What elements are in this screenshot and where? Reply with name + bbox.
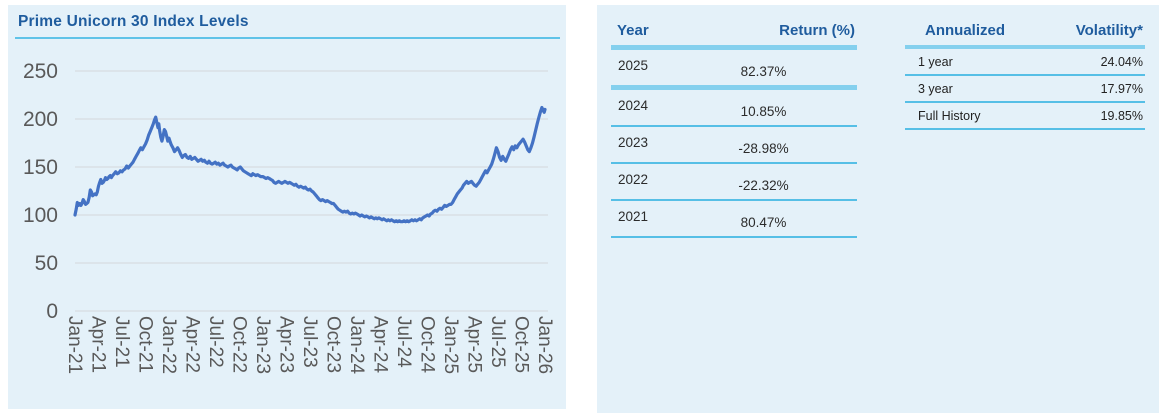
row-separator <box>611 199 857 201</box>
row-separator <box>611 236 857 238</box>
row-separator <box>611 162 857 164</box>
return-cell: -28.98% <box>738 141 789 156</box>
y-axis-tick-label: 0 <box>46 300 58 323</box>
x-axis-tick-label: Jul-22 <box>205 316 226 368</box>
x-axis-tick-label: Oct-21 <box>135 316 156 373</box>
year-cell: 2022 <box>618 172 649 187</box>
returns-table-row: 2022 -22.32% <box>611 164 857 199</box>
period-cell: 3 year <box>918 81 953 96</box>
index-level-line-series <box>73 105 547 224</box>
title-underline <box>15 37 560 39</box>
x-axis-tick-label: Apr-21 <box>88 316 109 373</box>
row-separator <box>905 74 1145 76</box>
x-axis-tick-label: Jul-25 <box>487 316 508 368</box>
y-axis-tick-label: 50 <box>35 252 58 275</box>
volatility-table: Annualized Volatility* 1 year 24.04% 3 yea… <box>905 15 1145 130</box>
return-cell: 80.47% <box>740 215 787 230</box>
value-cell: 24.04% <box>1100 54 1143 69</box>
x-axis-tick-label: Jan-22 <box>158 316 179 374</box>
volatility-header-separator <box>905 45 1145 49</box>
year-cell: 2021 <box>618 209 649 224</box>
x-axis-tick-label: Jan-24 <box>346 316 367 375</box>
volatility-table-header: Annualized Volatility* <box>905 15 1145 45</box>
return-cell: 10.85% <box>740 104 787 119</box>
volatility-header-volatility: Volatility* <box>1075 22 1143 39</box>
x-axis-tick-label: Apr-22 <box>182 316 203 373</box>
volatility-table-row: Full History 19.85% <box>905 103 1145 128</box>
x-axis-tick-label: Oct-25 <box>511 316 532 373</box>
x-axis-tick-label: Jul-23 <box>299 316 320 368</box>
x-axis-tick-label: Apr-24 <box>370 316 391 373</box>
x-axis-tick-label: Jan-21 <box>64 316 85 374</box>
annual-returns-table: Year Return (%) 2025 82.37% 2024 10.85% 2023… <box>611 15 857 238</box>
x-axis-tick-label: Oct-23 <box>323 316 344 373</box>
x-axis-tick-label: Oct-24 <box>417 316 438 373</box>
chart-title: Prime Unicorn 30 Index Levels <box>18 13 249 30</box>
value-cell: 17.97% <box>1100 81 1143 96</box>
y-axis-tick-label: 200 <box>23 108 58 131</box>
stats-panel: Year Return (%) 2025 82.37% 2024 10.85% 2023… <box>597 5 1159 413</box>
volatility-table-row: 3 year 17.97% <box>905 76 1145 101</box>
returns-table-header: Year Return (%) <box>611 15 857 45</box>
x-axis-tick-label: Jan-25 <box>440 316 461 374</box>
x-axis-tick-label: Jan-26 <box>534 316 555 374</box>
x-axis-tick-label: Oct-22 <box>229 316 250 373</box>
returns-table-row: 2024 10.85% <box>611 90 857 125</box>
returns-header-return: Return (%) <box>779 22 855 39</box>
y-axis-tick-label: 250 <box>23 60 58 83</box>
x-axis-tick-label: Apr-25 <box>464 316 485 373</box>
return-cell: -22.32% <box>738 178 789 193</box>
row-separator <box>905 101 1145 103</box>
return-cell: 82.37% <box>740 64 787 79</box>
x-axis-tick-label: Jul-24 <box>393 316 414 368</box>
returns-header-year: Year <box>617 22 649 39</box>
returns-table-row: 2025 82.37% <box>611 50 857 85</box>
period-cell: 1 year <box>918 54 953 69</box>
row-separator <box>611 125 857 127</box>
x-axis-tick-label: Apr-23 <box>276 316 297 373</box>
period-cell: Full History <box>918 108 981 123</box>
year-cell: 2023 <box>618 135 649 150</box>
row-separator <box>611 85 857 90</box>
volatility-table-row: 1 year 24.04% <box>905 49 1145 74</box>
row-separator <box>905 128 1145 130</box>
year-cell: 2025 <box>618 58 649 73</box>
index-chart-panel: Prime Unicorn 30 Index Levels 0 50 100 150 2… <box>8 5 566 409</box>
year-cell: 2024 <box>618 98 649 113</box>
x-axis-tick-label: Jan-23 <box>252 316 273 374</box>
y-axis-tick-label: 100 <box>23 204 58 227</box>
x-axis-tick-label: Jul-21 <box>111 316 132 368</box>
value-cell: 19.85% <box>1100 108 1143 123</box>
returns-table-row: 2021 80.47% <box>611 201 857 236</box>
volatility-header-annualized: Annualized <box>925 22 1006 39</box>
returns-table-row: 2023 -28.98% <box>611 127 857 162</box>
returns-header-separator <box>611 45 857 50</box>
y-axis-tick-label: 150 <box>23 156 58 179</box>
